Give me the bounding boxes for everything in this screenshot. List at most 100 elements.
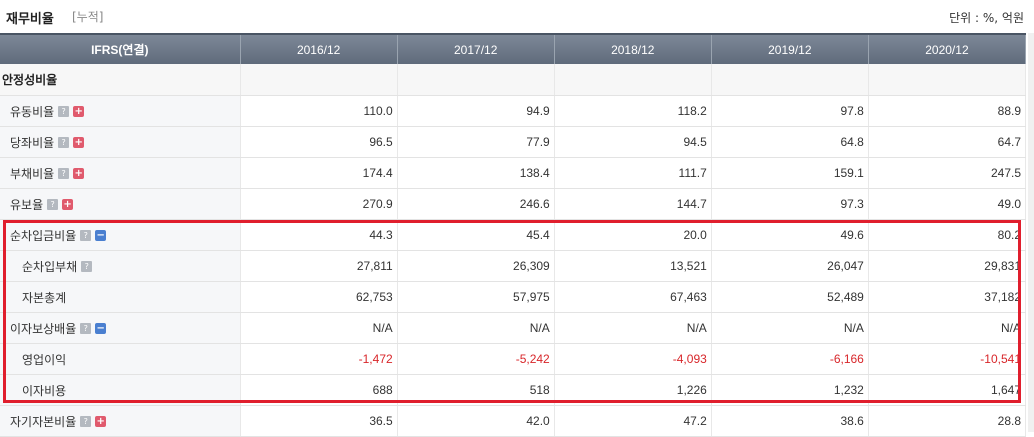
- table-row: 당좌비율? + 96.5 77.9 94.5 64.8 64.7: [0, 126, 1027, 158]
- value-cell: 64.8: [711, 126, 869, 158]
- table-row: 순차입부채? 27,811 26,309 13,521 26,047 29,83…: [0, 250, 1027, 282]
- value-cell: -6,166: [711, 343, 869, 375]
- value-cell: 64.7: [868, 126, 1027, 158]
- expand-icon[interactable]: +: [73, 136, 85, 148]
- value-cell: -5,242: [397, 343, 555, 375]
- question-icon[interactable]: ?: [58, 167, 70, 179]
- value-cell: 97.8: [711, 95, 869, 127]
- value-cell: 44.3: [240, 219, 398, 251]
- value-cell: 247.5: [868, 157, 1027, 189]
- value-cell: 57,975: [397, 281, 555, 313]
- value-cell: 27,811: [240, 250, 398, 282]
- column-header-2016: 2016/12: [240, 33, 398, 64]
- table-row: 유보율? + 270.9 246.6 144.7 97.3 49.0: [0, 188, 1027, 220]
- value-cell: 246.6: [397, 188, 555, 220]
- value-cell: -1,472: [240, 343, 398, 375]
- question-icon[interactable]: ?: [80, 322, 92, 334]
- value-cell: 77.9: [397, 126, 555, 158]
- table-row: 부채비율? + 174.4 138.4 111.7 159.1 247.5: [0, 157, 1027, 189]
- table-row: 이자보상배율? − N/A N/A N/A N/A N/A: [0, 312, 1027, 344]
- row-label-cell: 자본총계: [0, 281, 241, 313]
- value-cell: 94.5: [554, 126, 712, 158]
- table-row: 이자비용 688 518 1,226 1,232 1,647: [0, 374, 1027, 406]
- value-cell: N/A: [397, 312, 555, 344]
- value-cell: 62,753: [240, 281, 398, 313]
- row-label: 유보율: [10, 197, 44, 212]
- question-icon[interactable]: ?: [81, 260, 93, 272]
- row-label: 부채비율: [10, 166, 55, 181]
- table-row: 자본총계 62,753 57,975 67,463 52,489 37,182: [0, 281, 1027, 313]
- row-label-cell: 부채비율? +: [0, 157, 241, 189]
- row-label-cell: 이자비용: [0, 374, 241, 406]
- value-cell: 159.1: [711, 157, 869, 189]
- value-cell: 138.4: [397, 157, 555, 189]
- value-cell: 518: [397, 374, 555, 406]
- row-label-cell: 이자보상배율? −: [0, 312, 241, 344]
- panel-header: 재무비율 [누적] 단위 : %, 억원: [0, 0, 1034, 33]
- row-label: 영업이익: [22, 352, 67, 367]
- column-header-2017: 2017/12: [397, 33, 555, 64]
- value-cell: 45.4: [397, 219, 555, 251]
- financial-ratio-table: IFRS(연결) 2016/12 2017/12 2018/12 2019/12…: [0, 33, 1027, 437]
- value-cell: 97.3: [711, 188, 869, 220]
- column-header-ifrs: IFRS(연결): [0, 33, 241, 64]
- question-icon[interactable]: ?: [47, 198, 59, 210]
- value-cell: 1,226: [554, 374, 712, 406]
- row-label: 이자비용: [22, 383, 67, 398]
- collapse-icon[interactable]: −: [95, 229, 107, 241]
- table-row: 영업이익 -1,472 -5,242 -4,093 -6,166 -10,541: [0, 343, 1027, 375]
- expand-icon[interactable]: +: [95, 415, 107, 427]
- row-label: 순차입부채: [22, 259, 78, 274]
- section-row-stability: 안정성비율: [0, 64, 1027, 96]
- value-cell: 270.9: [240, 188, 398, 220]
- value-cell: 110.0: [240, 95, 398, 127]
- row-label: 당좌비율: [10, 135, 55, 150]
- table-row: 순차입금비율? − 44.3 45.4 20.0 49.6 80.2: [0, 219, 1027, 251]
- row-label: 자기자본비율: [10, 414, 77, 429]
- value-cell: 80.2: [868, 219, 1027, 251]
- value-cell: 1,647: [868, 374, 1027, 406]
- value-cell: 94.9: [397, 95, 555, 127]
- expand-icon[interactable]: +: [73, 105, 85, 117]
- expand-icon[interactable]: +: [62, 198, 74, 210]
- value-cell: 49.6: [711, 219, 869, 251]
- value-cell: 49.0: [868, 188, 1027, 220]
- table-row: 유동비율? + 110.0 94.9 118.2 97.8 88.9: [0, 95, 1027, 127]
- value-cell: 144.7: [554, 188, 712, 220]
- value-cell: 52,489: [711, 281, 869, 313]
- expand-icon[interactable]: +: [73, 167, 85, 179]
- value-cell: -4,093: [554, 343, 712, 375]
- value-cell: N/A: [240, 312, 398, 344]
- panel-title: 재무비율: [6, 12, 54, 27]
- value-cell: 67,463: [554, 281, 712, 313]
- question-icon[interactable]: ?: [58, 105, 70, 117]
- row-label: 순차입금비율: [10, 228, 77, 243]
- unit-label: 단위 : %, 억원: [949, 11, 1024, 25]
- value-cell: 37,182: [868, 281, 1027, 313]
- table-header-row: IFRS(연결) 2016/12 2017/12 2018/12 2019/12…: [0, 33, 1027, 64]
- value-cell: N/A: [554, 312, 712, 344]
- row-label: 유동비율: [10, 104, 55, 119]
- value-cell: 118.2: [554, 95, 712, 127]
- column-header-2020: 2020/12: [868, 33, 1027, 64]
- collapse-icon[interactable]: −: [95, 322, 107, 334]
- value-cell: N/A: [868, 312, 1027, 344]
- value-cell: 174.4: [240, 157, 398, 189]
- question-icon[interactable]: ?: [58, 136, 70, 148]
- value-cell: 13,521: [554, 250, 712, 282]
- value-cell: 26,047: [711, 250, 869, 282]
- vertical-scrollbar[interactable]: [1028, 33, 1034, 432]
- value-cell: 26,309: [397, 250, 555, 282]
- value-cell: 88.9: [868, 95, 1027, 127]
- row-label-cell: 순차입금비율? −: [0, 219, 241, 251]
- row-label-cell: 유동비율? +: [0, 95, 241, 127]
- value-cell: 688: [240, 374, 398, 406]
- value-cell: 20.0: [554, 219, 712, 251]
- question-icon[interactable]: ?: [80, 229, 92, 241]
- question-icon[interactable]: ?: [80, 415, 92, 427]
- panel-subtitle: [누적]: [72, 10, 104, 24]
- column-header-2018: 2018/12: [554, 33, 712, 64]
- row-label-cell: 당좌비율? +: [0, 126, 241, 158]
- value-cell: N/A: [711, 312, 869, 344]
- row-label-cell: 순차입부채?: [0, 250, 241, 282]
